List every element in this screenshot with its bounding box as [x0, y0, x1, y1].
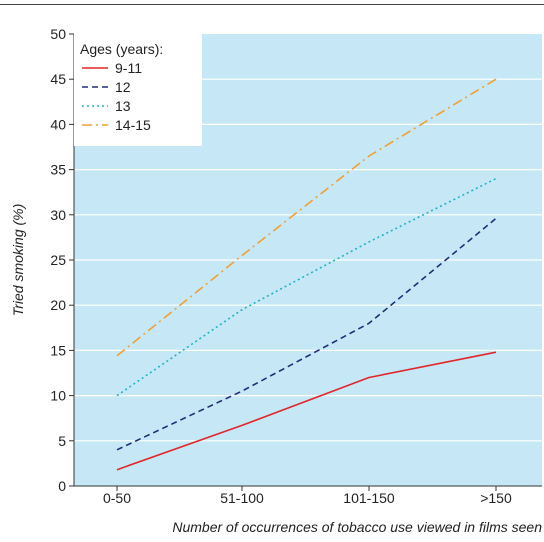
legend-label: 13: [115, 98, 131, 114]
y-tick-label: 5: [58, 433, 66, 449]
legend-label: 14-15: [115, 117, 151, 133]
y-axis-ticks: 0 5 10 15 20 25 30 35 40 45 50: [50, 26, 74, 494]
legend-title: Ages (years):: [80, 41, 163, 57]
y-tick-label: 15: [50, 342, 66, 358]
x-tick-label: 0-50: [103, 490, 131, 506]
series-line-13: [116, 177, 497, 397]
y-axis-title: Tried smoking (%): [10, 204, 26, 317]
y-tick-label: 20: [50, 297, 66, 313]
y-tick-label: 25: [50, 252, 66, 268]
series-line-14-15: [116, 78, 497, 357]
x-tick-label: 101-150: [343, 490, 395, 506]
legend-box: [74, 34, 202, 146]
x-axis-title: Number of occurrences of tobacco use vie…: [172, 519, 542, 535]
series-line-12: [116, 217, 497, 451]
x-axis-ticks: 0-50 51-100 101-150 >150: [103, 486, 512, 506]
series-line-9-11: [116, 351, 497, 471]
legend: Ages (years): 9-11 12 13 14-15: [74, 34, 202, 146]
y-tick-label: 50: [50, 26, 66, 42]
y-tick-label: 30: [50, 207, 66, 223]
y-tick-label: 45: [50, 71, 66, 87]
x-tick-label: >150: [480, 490, 512, 506]
y-tick-label: 0: [58, 478, 66, 494]
series-lines: [116, 78, 497, 471]
x-tick-label: 51-100: [220, 490, 264, 506]
y-tick-label: 40: [50, 116, 66, 132]
y-tick-label: 10: [50, 388, 66, 404]
legend-label: 9-11: [115, 60, 142, 76]
y-tick-label: 35: [50, 162, 66, 178]
legend-label: 12: [115, 79, 131, 95]
